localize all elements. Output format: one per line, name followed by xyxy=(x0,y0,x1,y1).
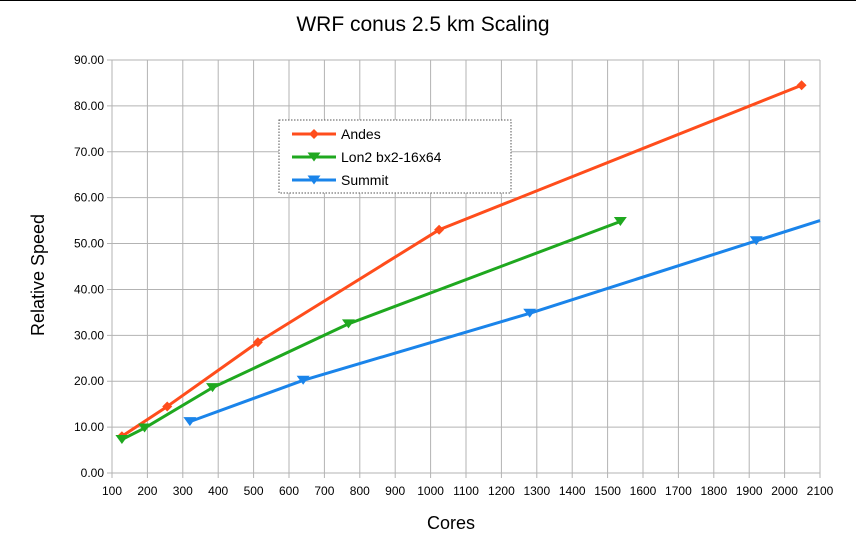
x-tick-label: 1200 xyxy=(488,484,515,498)
x-tick-label: 1400 xyxy=(559,484,586,498)
data-series xyxy=(115,80,821,445)
data-point-summit xyxy=(749,236,763,246)
data-point-lon2-bx2-16x64 xyxy=(138,423,152,433)
axes xyxy=(111,60,820,474)
x-tick-label: 1600 xyxy=(630,484,657,498)
series-summit xyxy=(183,219,821,427)
legend-label: Andes xyxy=(341,126,381,142)
x-tick-label: 1100 xyxy=(453,484,479,498)
x-tick-label: 1300 xyxy=(523,484,550,498)
legend-label: Summit xyxy=(341,172,389,188)
x-tick-label: 900 xyxy=(385,484,405,498)
data-point-andes xyxy=(434,224,445,235)
top-border xyxy=(0,0,856,1)
x-axis-title: Cores xyxy=(427,513,475,533)
x-tick-label: 1500 xyxy=(594,484,621,498)
data-point-andes xyxy=(796,80,807,91)
x-tick-label: 400 xyxy=(208,484,228,498)
x-tick-label: 1800 xyxy=(700,484,727,498)
legend-swatch-marker xyxy=(309,129,319,139)
legend-swatch-marker xyxy=(307,175,321,185)
data-point-lon2-bx2-16x64 xyxy=(341,319,355,329)
data-point-lon2-bx2-16x64 xyxy=(206,383,220,393)
x-tick-label: 800 xyxy=(350,484,370,498)
y-tick-label: 30.00 xyxy=(74,328,104,342)
series-line-lon2-bx2-16x64 xyxy=(121,220,621,441)
y-tick-label: 40.00 xyxy=(74,282,104,296)
y-tick-label: 20.00 xyxy=(74,374,104,388)
data-point-summit xyxy=(296,375,310,385)
data-point-andes xyxy=(252,337,263,348)
y-axis-title: Relative Speed xyxy=(28,214,48,336)
y-tick-label: 50.00 xyxy=(74,237,104,251)
legend-item-summit: Summit xyxy=(292,172,389,188)
x-tick-label: 100 xyxy=(102,484,122,498)
series-line-summit xyxy=(189,219,821,424)
x-tick-label: 500 xyxy=(244,484,264,498)
data-point-lon2-bx2-16x64 xyxy=(613,217,627,227)
y-tick-label: 60.00 xyxy=(74,191,104,205)
y-tick-label: 80.00 xyxy=(74,99,104,113)
x-tick-label: 1700 xyxy=(665,484,692,498)
y-axis-tick-labels: 0.00 10.00 20.00 30.00 40.00 50.00 60.00 70.00 8… xyxy=(74,53,104,480)
legend: Andes Lon2 bx2-16x64 Summit xyxy=(278,119,512,194)
x-tick-label: 700 xyxy=(314,484,334,498)
x-tick-label: 1900 xyxy=(736,484,763,498)
x-tick-label: 300 xyxy=(173,484,193,498)
series-andes xyxy=(116,80,807,442)
series-lon2-bx2-16x64 xyxy=(115,217,627,445)
data-point-lon2-bx2-16x64 xyxy=(115,435,129,445)
data-point-andes xyxy=(162,401,173,412)
legend-item-andes: Andes xyxy=(292,126,381,142)
legend-swatch-marker xyxy=(307,152,321,162)
chart-title: WRF conus 2.5 km Scaling xyxy=(296,13,549,36)
x-tick-label: 200 xyxy=(137,484,157,498)
x-tick-label: 1000 xyxy=(417,484,444,498)
x-axis-tick-labels: 100 200 300 400 500 600 700 800 900 1000 1100 1200 1… xyxy=(102,484,834,498)
y-tick-label: 10.00 xyxy=(74,420,104,434)
x-tick-label: 2100 xyxy=(807,484,834,498)
y-tick-label: 90.00 xyxy=(74,53,104,67)
x-tick-label: 2000 xyxy=(771,484,798,498)
y-tick-label: 0.00 xyxy=(81,466,105,480)
legend-label: Lon2 bx2-16x64 xyxy=(341,149,442,165)
legend-item-lon2-bx2-16x64: Lon2 bx2-16x64 xyxy=(292,149,442,165)
data-point-summit xyxy=(183,417,197,427)
data-point-summit xyxy=(523,308,537,318)
x-tick-label: 600 xyxy=(279,484,299,498)
y-tick-label: 70.00 xyxy=(74,145,104,159)
